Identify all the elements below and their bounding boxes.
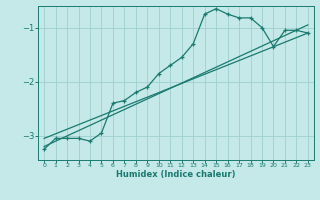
X-axis label: Humidex (Indice chaleur): Humidex (Indice chaleur) [116,170,236,179]
